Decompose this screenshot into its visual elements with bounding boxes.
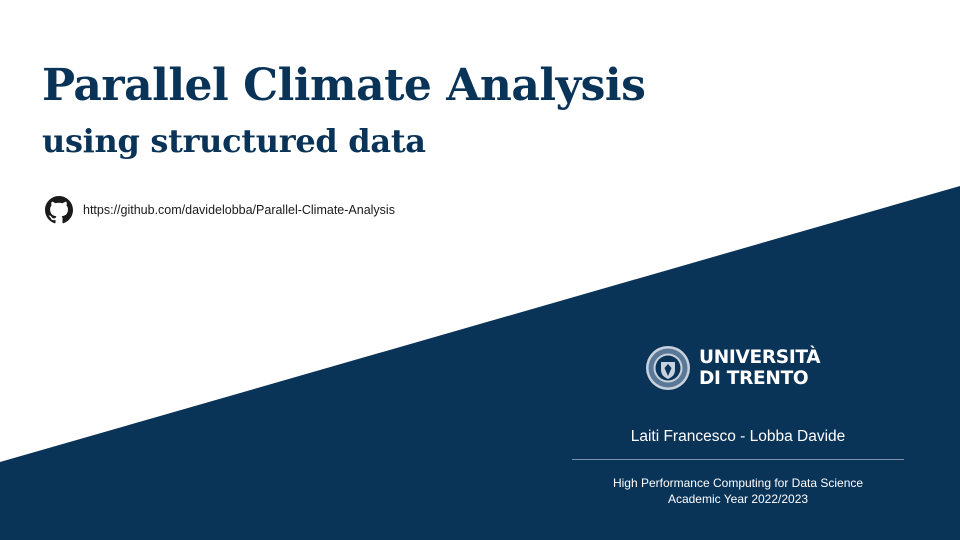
repository-link[interactable]: https://github.com/davidelobba/Parallel-…	[45, 196, 395, 224]
authors: Laiti Francesco - Lobba Davide	[630, 428, 846, 445]
university-name-line2: DI TRENTO	[699, 368, 809, 389]
course-info: High Performance Computing for Data Scie…	[572, 475, 904, 507]
divider	[572, 459, 904, 460]
university-logo: UNIVERSITÀ DI TRENTO	[645, 345, 821, 391]
slide-title: Parallel Climate Analysis	[42, 60, 646, 111]
course-name: High Performance Computing for Data Scie…	[612, 476, 864, 490]
academic-year: Academic Year 2022/2023	[667, 492, 809, 506]
university-seal-icon	[646, 346, 690, 390]
slide-subtitle: using structured data	[42, 122, 426, 160]
university-name-line1: UNIVERSITÀ	[699, 347, 821, 368]
github-icon	[45, 196, 73, 224]
repository-url[interactable]: https://github.com/davidelobba/Parallel-…	[83, 203, 395, 217]
